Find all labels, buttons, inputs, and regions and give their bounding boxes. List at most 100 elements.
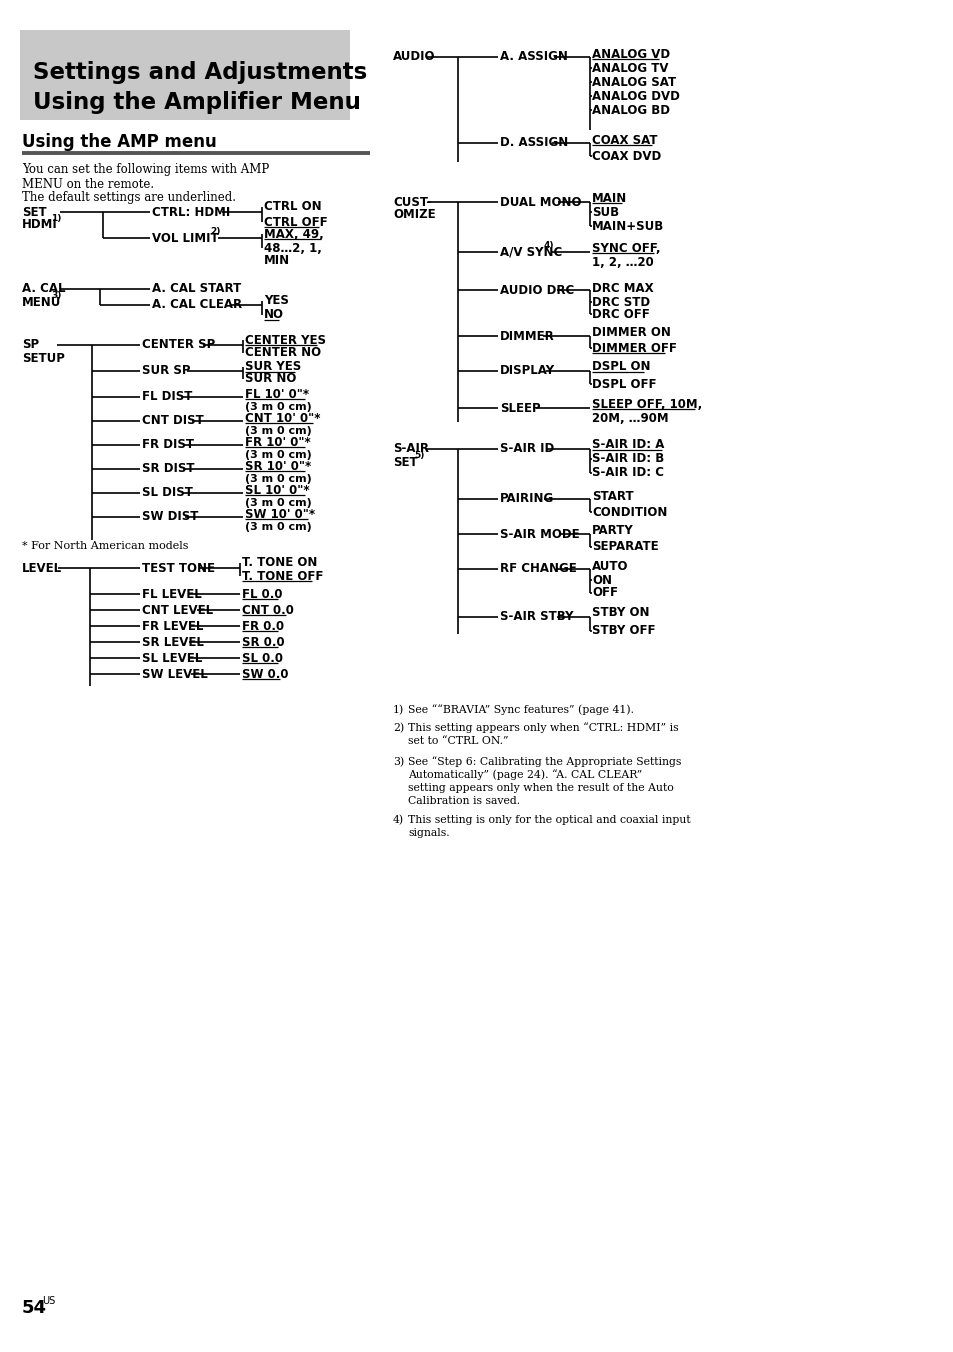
- Text: SET: SET: [22, 206, 47, 219]
- Text: SW LEVEL: SW LEVEL: [142, 668, 208, 680]
- Text: ANALOG TV: ANALOG TV: [592, 61, 668, 74]
- Text: CNT DIST: CNT DIST: [142, 415, 204, 427]
- Text: LEVEL: LEVEL: [22, 561, 62, 575]
- Text: MAIN+SUB: MAIN+SUB: [592, 219, 663, 233]
- Text: MIN: MIN: [264, 254, 290, 268]
- Text: S-AIR MODE: S-AIR MODE: [499, 527, 579, 541]
- Text: SL 10' 0"*: SL 10' 0"*: [245, 484, 310, 496]
- Text: S-AIR ID: S-AIR ID: [499, 442, 554, 456]
- Text: HDMI: HDMI: [22, 219, 58, 231]
- Text: ANALOG DVD: ANALOG DVD: [592, 89, 679, 103]
- Text: The default settings are underlined.: The default settings are underlined.: [22, 192, 235, 204]
- Text: ON: ON: [592, 573, 612, 587]
- Text: SL DIST: SL DIST: [142, 487, 193, 499]
- Text: DIMMER ON: DIMMER ON: [592, 326, 670, 339]
- Text: (3 m 0 cm): (3 m 0 cm): [245, 402, 312, 412]
- Text: COAX SAT: COAX SAT: [592, 134, 657, 146]
- Text: D. ASSIGN: D. ASSIGN: [499, 137, 568, 150]
- Text: 2): 2): [210, 227, 220, 237]
- Text: CTRL OFF: CTRL OFF: [264, 215, 327, 228]
- Text: SEPARATE: SEPARATE: [592, 541, 658, 553]
- Text: A. ASSIGN: A. ASSIGN: [499, 50, 567, 64]
- Text: SL 0.0: SL 0.0: [242, 652, 283, 664]
- Text: Using the AMP menu: Using the AMP menu: [22, 132, 216, 151]
- Text: DRC MAX: DRC MAX: [592, 281, 653, 295]
- Text: AUTO: AUTO: [592, 560, 628, 572]
- Text: CENTER NO: CENTER NO: [245, 346, 321, 360]
- Text: FR DIST: FR DIST: [142, 438, 193, 452]
- Text: ANALOG BD: ANALOG BD: [592, 104, 669, 116]
- Text: SR 0.0: SR 0.0: [242, 635, 284, 649]
- Text: SR DIST: SR DIST: [142, 462, 194, 476]
- Text: S-AIR ID: A: S-AIR ID: A: [592, 438, 663, 452]
- Text: PAIRING: PAIRING: [499, 492, 554, 506]
- Text: 1): 1): [393, 704, 404, 715]
- Text: SW 10' 0"*: SW 10' 0"*: [245, 507, 314, 521]
- Text: 48…2, 1,: 48…2, 1,: [264, 242, 321, 254]
- Text: A. CAL CLEAR: A. CAL CLEAR: [152, 299, 242, 311]
- Text: FL LEVEL: FL LEVEL: [142, 588, 201, 600]
- Text: DSPL OFF: DSPL OFF: [592, 377, 656, 391]
- Text: CUST-: CUST-: [393, 196, 431, 208]
- Text: SUR NO: SUR NO: [245, 373, 296, 385]
- Text: Using the Amplifier Menu: Using the Amplifier Menu: [33, 92, 360, 115]
- Text: DIMMER OFF: DIMMER OFF: [592, 342, 677, 354]
- Text: FL 10' 0"*: FL 10' 0"*: [245, 388, 309, 400]
- Text: SLEEP OFF, 10M,: SLEEP OFF, 10M,: [592, 397, 701, 411]
- Text: SUR YES: SUR YES: [245, 361, 301, 373]
- Text: DRC STD: DRC STD: [592, 296, 649, 308]
- Text: STBY OFF: STBY OFF: [592, 625, 655, 638]
- Text: ANALOG SAT: ANALOG SAT: [592, 76, 676, 88]
- Text: MENU on the remote.: MENU on the remote.: [22, 177, 154, 191]
- Text: See “Step 6: Calibrating the Appropriate Settings: See “Step 6: Calibrating the Appropriate…: [408, 757, 680, 768]
- Text: DIMMER: DIMMER: [499, 330, 554, 342]
- Text: S-AIR ID: B: S-AIR ID: B: [592, 453, 663, 465]
- Text: CENTER YES: CENTER YES: [245, 334, 326, 346]
- Text: Calibration is saved.: Calibration is saved.: [408, 796, 519, 806]
- Text: DISPLAY: DISPLAY: [499, 365, 555, 377]
- Text: You can set the following items with AMP: You can set the following items with AMP: [22, 164, 269, 177]
- Text: CNT 0.0: CNT 0.0: [242, 603, 294, 617]
- Text: COAX DVD: COAX DVD: [592, 150, 660, 162]
- Text: MAIN: MAIN: [592, 192, 626, 204]
- Text: CNT LEVEL: CNT LEVEL: [142, 603, 213, 617]
- Text: 20M, …90M: 20M, …90M: [592, 411, 668, 425]
- Text: See ““BRAVIA” Sync features” (page 41).: See ““BRAVIA” Sync features” (page 41).: [408, 704, 634, 715]
- Text: signals.: signals.: [408, 827, 449, 838]
- Text: STBY ON: STBY ON: [592, 607, 649, 619]
- Text: CTRL: HDMI: CTRL: HDMI: [152, 206, 230, 219]
- Text: (3 m 0 cm): (3 m 0 cm): [245, 522, 312, 531]
- Text: SETUP: SETUP: [22, 352, 65, 365]
- Text: SR 10' 0"*: SR 10' 0"*: [245, 460, 311, 472]
- Text: SL LEVEL: SL LEVEL: [142, 652, 202, 664]
- Text: Settings and Adjustments: Settings and Adjustments: [33, 61, 367, 84]
- Text: SW 0.0: SW 0.0: [242, 668, 288, 680]
- Text: 1, 2, …20: 1, 2, …20: [592, 256, 653, 269]
- Text: set to “CTRL ON.”: set to “CTRL ON.”: [408, 735, 508, 746]
- Text: (3 m 0 cm): (3 m 0 cm): [245, 450, 312, 460]
- Text: SLEEP: SLEEP: [499, 402, 540, 415]
- Text: S-AIR STBY: S-AIR STBY: [499, 611, 573, 623]
- Text: YES: YES: [264, 295, 289, 307]
- Text: FL DIST: FL DIST: [142, 391, 193, 403]
- Text: DUAL MONO: DUAL MONO: [499, 196, 581, 208]
- Text: RF CHANGE: RF CHANGE: [499, 562, 577, 576]
- Text: T. TONE ON: T. TONE ON: [242, 557, 317, 569]
- Text: S-AIR ID: C: S-AIR ID: C: [592, 466, 663, 480]
- Text: FR 10' 0"*: FR 10' 0"*: [245, 435, 311, 449]
- Text: A/V SYNC: A/V SYNC: [499, 246, 561, 258]
- Text: CNT 10' 0"*: CNT 10' 0"*: [245, 411, 320, 425]
- Text: US: US: [42, 1297, 55, 1306]
- Text: A. CAL: A. CAL: [22, 283, 66, 296]
- Text: Automatically” (page 24). “A. CAL CLEAR”: Automatically” (page 24). “A. CAL CLEAR”: [408, 769, 641, 780]
- FancyBboxPatch shape: [20, 30, 350, 120]
- Text: AUDIO DRC: AUDIO DRC: [499, 284, 574, 296]
- Text: 54: 54: [22, 1299, 47, 1317]
- Text: SR LEVEL: SR LEVEL: [142, 635, 204, 649]
- Text: CTRL ON: CTRL ON: [264, 200, 321, 214]
- Text: NO: NO: [264, 308, 284, 322]
- Text: CONDITION: CONDITION: [592, 506, 667, 519]
- Text: SW DIST: SW DIST: [142, 511, 198, 523]
- Text: * For North American models: * For North American models: [22, 541, 189, 552]
- Text: CENTER SP: CENTER SP: [142, 338, 215, 352]
